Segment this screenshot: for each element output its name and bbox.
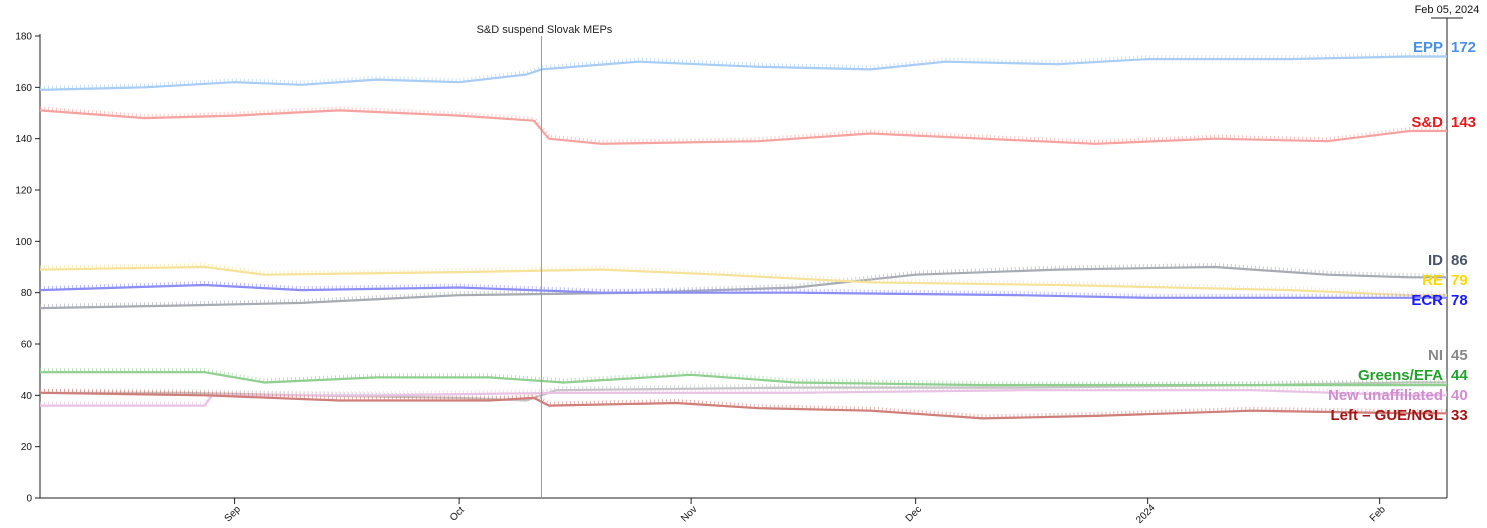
series-name-label: S&D [1411, 114, 1443, 131]
series-name-label: New unaffiliated [1328, 387, 1443, 404]
series-value-label: 86 [1451, 252, 1468, 269]
series-line [39, 109, 1447, 145]
series-value-label: 40 [1451, 387, 1468, 404]
series-value-label: 172 [1451, 39, 1476, 56]
series-value-label: 33 [1451, 407, 1468, 424]
x-tick-label: Oct [448, 505, 467, 524]
y-tick-label: 160 [15, 83, 32, 94]
y-tick-label: 60 [21, 340, 33, 351]
x-tick-label: Nov [679, 504, 699, 524]
series-lines [39, 52, 1447, 420]
series-value-label: 44 [1451, 367, 1468, 384]
y-tick-label: 180 [15, 32, 32, 43]
x-tick-label: Dec [904, 504, 924, 524]
x-tick-label: Sep [223, 504, 244, 525]
annotation-label: S&D suspend Slovak MEPs [477, 24, 613, 36]
y-tick-label: 140 [15, 134, 32, 145]
y-tick-label: 80 [21, 288, 33, 299]
series-name-label: Greens/EFA [1358, 367, 1443, 384]
y-tick-label: 20 [21, 442, 33, 453]
x-tick-label: Feb [1368, 504, 1388, 524]
y-tick-label: 120 [15, 186, 32, 197]
series-line [39, 55, 1447, 91]
series-line [39, 283, 1447, 299]
series-value-label: 78 [1451, 292, 1468, 309]
series-name-label: EPP [1413, 39, 1443, 56]
series-name-label: ECR [1411, 292, 1443, 309]
series-texture [40, 368, 1447, 387]
series-value-label: 79 [1451, 272, 1468, 289]
series-name-label: ID [1428, 252, 1443, 269]
y-tick-label: 40 [21, 391, 33, 402]
series-texture [40, 386, 1447, 407]
y-tick-label: 100 [15, 237, 32, 248]
series-line [39, 391, 1447, 420]
x-tick-label: 2024 [1134, 502, 1158, 526]
series-texture [39, 262, 1447, 297]
axes-layer: 0 20 40 60 80 100 120 140 160 180 Sep Oct Nov Dec 2024… [15, 18, 1448, 526]
series-value-label: 45 [1451, 347, 1468, 364]
series-line [40, 371, 1447, 387]
y-tick-label: 0 [26, 494, 32, 505]
series-name-label: NI [1428, 347, 1443, 364]
annotation-layer: S&D suspend Slovak MEPs Feb 05, 2024 [477, 4, 1480, 498]
series-labels: EPP 172 S&D 143 ID 86 RE 79 ECR 78 NI 45 Greens/EFA 4… [1328, 39, 1476, 424]
series-name-label: Left – GUE/NGL [1330, 407, 1443, 424]
series-texture [39, 388, 1447, 420]
series-line [39, 265, 1447, 297]
series-value-label: 143 [1451, 114, 1476, 131]
series-texture [39, 52, 1447, 91]
current-date-label: Feb 05, 2024 [1415, 4, 1480, 16]
series-name-label: RE [1422, 272, 1443, 289]
